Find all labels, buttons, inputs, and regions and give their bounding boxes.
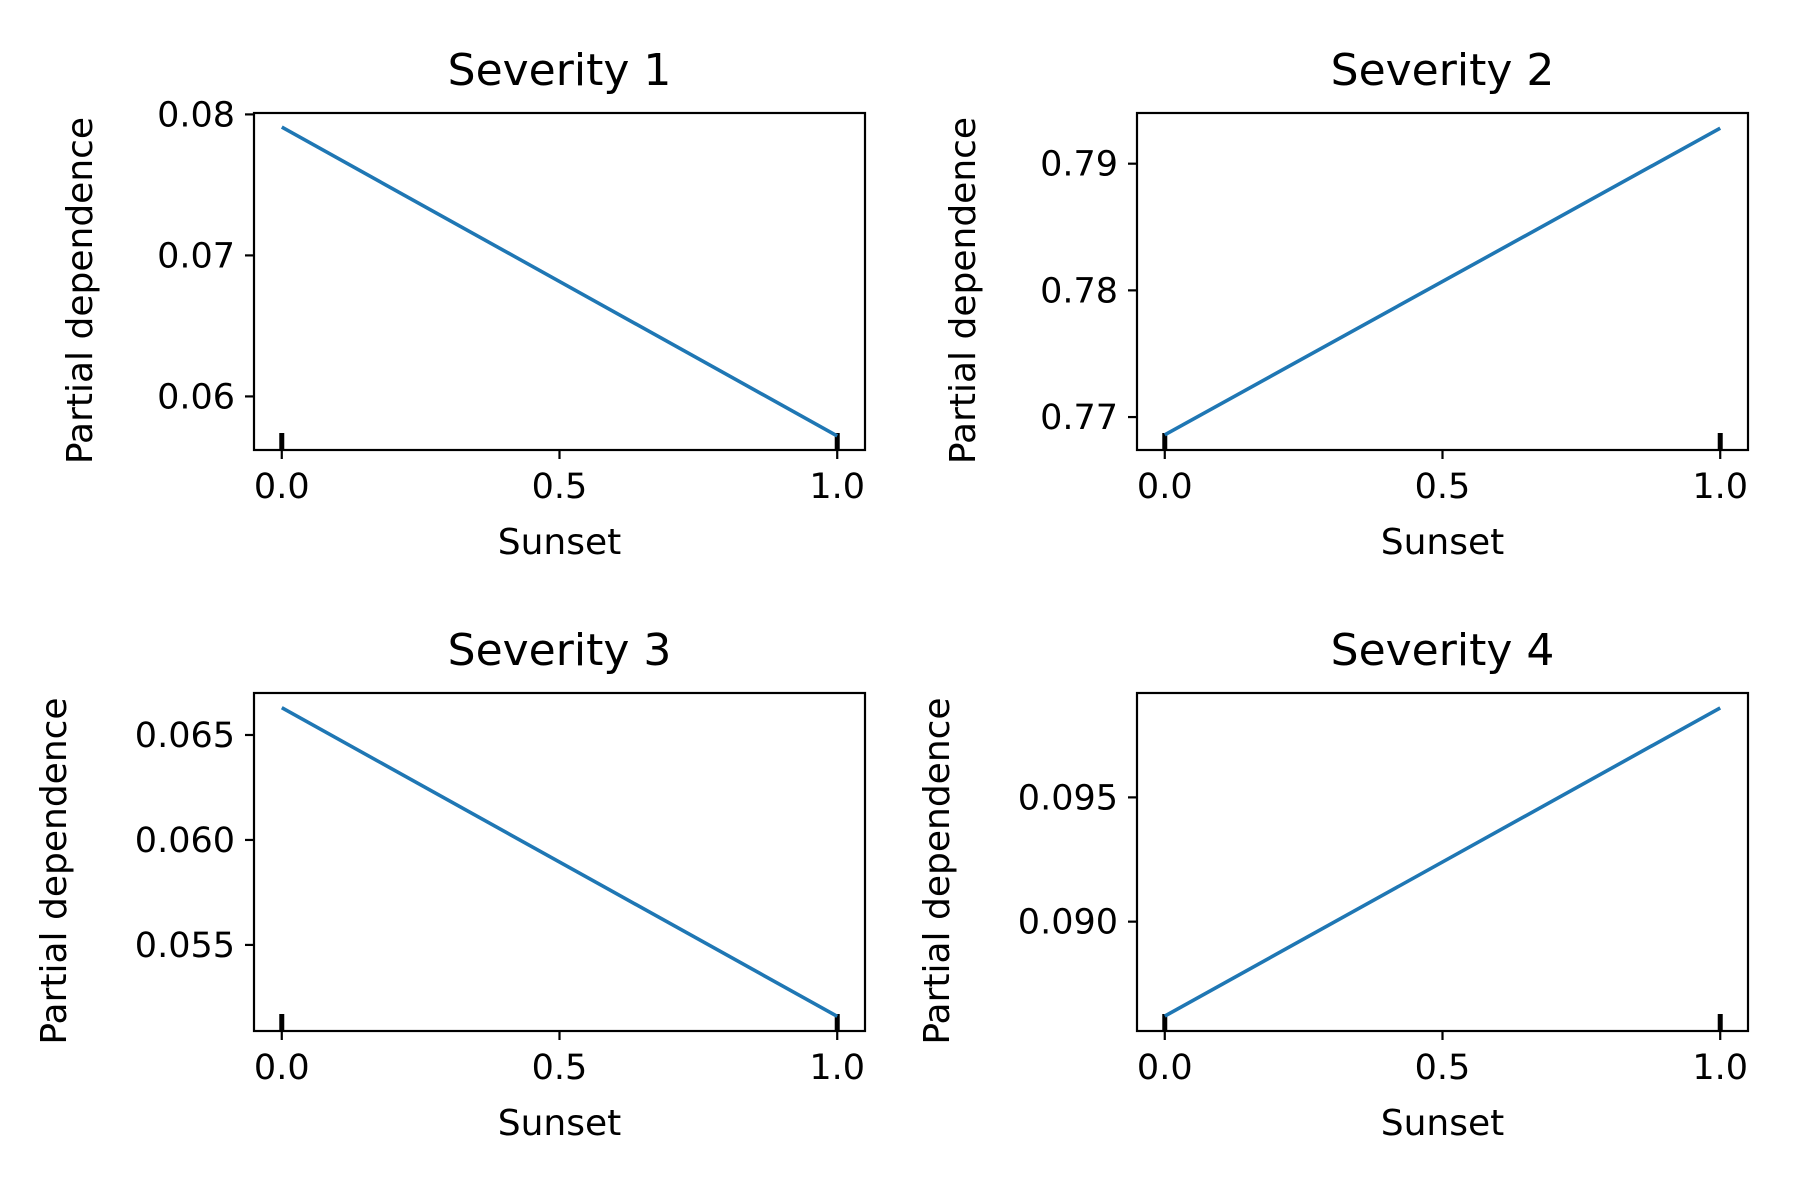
x-tick-label: 1.0 (809, 467, 865, 507)
x-tick-label: 0.0 (254, 467, 310, 507)
y-tick-label: 0.78 (1040, 271, 1118, 311)
subplot-severity-1: Severity 1 0.0 0.5 1.0 0.06 0.07 0.08 Sunset Par… (60, 45, 867, 563)
y-tick-label: 0.090 (1018, 903, 1118, 943)
x-axis-label: Sunset (498, 1103, 622, 1144)
y-tick-label: 0.77 (1040, 398, 1118, 438)
y-axis-label: Partial dependence (34, 697, 75, 1044)
y-axis-label: Partial dependence (60, 117, 101, 464)
partial-dependence-line (1163, 706, 1722, 1018)
partial-dependence-line (280, 706, 839, 1018)
y-tick-label: 0.08 (157, 95, 235, 135)
x-tick-label: 1.0 (1692, 467, 1748, 507)
x-tick-label: 0.5 (1415, 467, 1471, 507)
y-tick-label: 0.065 (135, 716, 235, 756)
partial-dependence-line (1163, 126, 1722, 437)
y-axis-label: Partial dependence (943, 117, 984, 464)
y-axis-label: Partial dependence (917, 697, 958, 1044)
subplot-severity-2: Severity 2 0.0 0.5 1.0 0.77 0.78 0.79 Sunset Par… (943, 45, 1750, 563)
x-axis-label: Sunset (1381, 1103, 1505, 1144)
subplot-title: Severity 1 (448, 45, 672, 96)
subplot-severity-3: Severity 3 0.0 0.5 1.0 0.055 0.060 0.065 Sunset… (34, 625, 867, 1144)
y-tick-label: 0.07 (157, 236, 235, 276)
x-tick-label: 0.0 (1137, 1048, 1193, 1088)
subplot-title: Severity 4 (1331, 625, 1555, 676)
y-tick-label: 0.79 (1040, 145, 1118, 185)
subplot-title: Severity 2 (1331, 45, 1555, 96)
x-axis-label: Sunset (498, 522, 622, 563)
x-tick-label: 0.5 (532, 467, 588, 507)
subplot-title: Severity 3 (448, 625, 672, 676)
y-tick-label: 0.06 (157, 377, 235, 417)
x-tick-label: 0.0 (254, 1048, 310, 1088)
x-tick-label: 0.5 (532, 1048, 588, 1088)
y-tick-label: 0.055 (135, 926, 235, 966)
x-tick-label: 1.0 (809, 1048, 865, 1088)
y-tick-label: 0.095 (1018, 778, 1118, 818)
x-tick-label: 1.0 (1692, 1048, 1748, 1088)
y-tick-label: 0.060 (135, 821, 235, 861)
x-tick-label: 0.5 (1415, 1048, 1471, 1088)
x-tick-label: 0.0 (1137, 467, 1193, 507)
x-axis-label: Sunset (1381, 522, 1505, 563)
partial-dependence-line (280, 125, 839, 438)
subplot-severity-4: Severity 4 0.0 0.5 1.0 0.090 0.095 Sunset Parti… (917, 625, 1750, 1144)
